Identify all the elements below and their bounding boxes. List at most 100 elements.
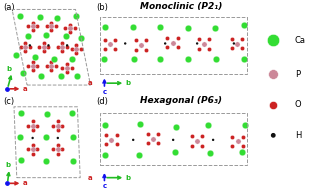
Point [241,24,246,27]
Point [165,46,170,49]
Point [49,68,54,71]
Point [271,39,276,42]
Point [79,48,84,51]
Point [194,42,200,45]
Point [271,134,276,137]
Text: a: a [23,180,28,186]
Point [55,153,61,156]
Point [133,48,138,51]
Point [157,57,162,60]
Point [74,48,79,51]
Point [55,119,61,122]
Point [133,39,138,42]
Point [27,46,33,49]
Point [143,48,149,51]
Point [65,70,70,73]
Point [19,112,24,115]
Point [172,151,177,154]
Point [52,58,57,61]
Point [33,56,38,59]
Point [196,38,201,41]
Point [55,148,61,151]
Point [206,47,211,50]
Point [53,65,59,68]
Point [79,37,84,40]
Point [185,27,190,30]
Point [146,132,151,136]
Point [189,144,194,147]
Point [39,74,44,77]
Point [123,42,128,45]
Point [229,37,234,40]
Point [138,123,143,126]
Point [41,42,47,45]
Point [35,148,40,151]
Point [26,34,31,37]
Point [51,148,56,151]
Point [210,138,216,141]
Point [239,150,245,153]
Point [199,144,204,147]
Point [18,136,23,139]
Point [5,182,10,185]
Point [63,35,69,38]
Point [49,61,54,64]
Point [170,138,176,141]
Text: Monoclinic (P2₁): Monoclinic (P2₁) [140,2,222,11]
Point [49,29,54,32]
Point [5,87,10,90]
Point [58,75,64,78]
Point [55,129,61,132]
Point [67,23,73,26]
Point [44,65,49,68]
Point [131,138,136,141]
Point [25,65,31,68]
Point [23,42,28,45]
Text: b: b [126,80,131,86]
Text: c: c [102,183,107,189]
Point [102,38,108,41]
Point [131,57,137,60]
Point [74,75,79,78]
Point [201,42,206,45]
Point [170,41,175,44]
Point [189,135,194,138]
Point [156,142,161,145]
Point [60,148,65,151]
Point [102,123,108,126]
Point [67,31,73,34]
Point [239,47,245,50]
Point [146,142,151,145]
Point [55,136,61,139]
Point [104,133,109,136]
Point [55,143,61,146]
Text: c: c [102,89,107,95]
Text: (d): (d) [97,97,108,106]
Point [49,65,54,68]
Point [23,50,28,53]
Point [69,67,75,70]
Point [74,44,79,47]
Point [60,124,65,127]
Point [163,42,168,45]
Point [30,136,35,139]
Point [151,137,156,140]
Point [41,50,47,53]
Text: (b): (b) [97,3,108,12]
Point [114,133,119,136]
Point [240,135,245,138]
Point [30,61,35,64]
Text: (a): (a) [3,3,14,12]
Point [102,48,108,51]
Point [136,153,141,156]
Point [175,36,180,40]
Point [206,38,211,41]
Text: Ca: Ca [295,36,306,45]
Point [44,160,49,163]
Point [138,43,144,46]
Point [231,42,236,45]
Point [103,153,108,156]
Point [18,159,24,162]
Point [49,25,54,28]
Point [55,124,61,127]
